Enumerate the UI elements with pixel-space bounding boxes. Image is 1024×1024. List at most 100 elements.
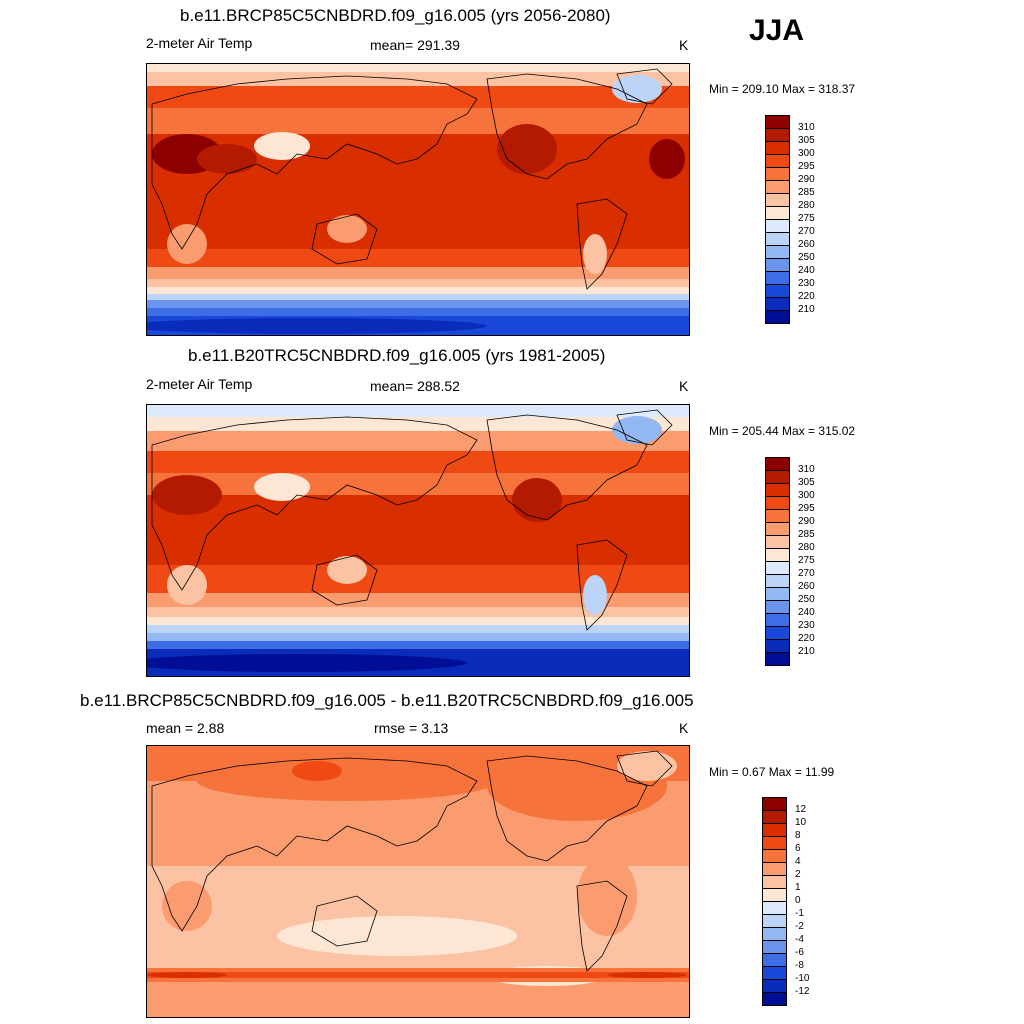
colorbar-swatch	[762, 914, 787, 928]
colorbar-tick-label: 0	[795, 895, 801, 906]
colorbar-tick-label: 250	[798, 252, 815, 263]
colorbar-tick-label: 8	[795, 830, 801, 841]
colorbar-swatch	[765, 154, 790, 168]
colorbar-tick-label: 260	[798, 581, 815, 592]
colorbar-tick-label: 210	[798, 646, 815, 657]
panel3-mean-label: mean = 2.88	[146, 720, 225, 736]
colorbar-swatch	[762, 862, 787, 876]
colorbar-tick-label: 210	[798, 304, 815, 315]
colorbar-swatch	[762, 992, 787, 1006]
colorbar-swatch	[765, 509, 790, 523]
panel1-map	[146, 63, 690, 336]
colorbar-swatch	[765, 232, 790, 246]
colorbar-tick-label: 2	[795, 869, 801, 880]
colorbar-tick-label: -12	[795, 986, 810, 997]
colorbar-tick-label: 12	[795, 804, 807, 815]
colorbar-swatch	[765, 626, 790, 640]
colorbar-tick-label: 230	[798, 620, 815, 631]
colorbar-tick-label: 240	[798, 265, 815, 276]
colorbar-swatch	[765, 297, 790, 311]
colorbar-tick-label: 290	[798, 516, 815, 527]
colorbar-tick-label: 230	[798, 278, 815, 289]
colorbar-swatch	[762, 849, 787, 863]
panel2-title: b.e11.B20TRC5CNBDRD.f09_g16.005 (yrs 198…	[188, 346, 606, 365]
colorbar-swatch	[765, 574, 790, 588]
colorbar-tick-label: 305	[798, 135, 815, 146]
panel2-colorbar: 310 305 300 295 290 285 280 275 270 260 …	[765, 457, 825, 672]
colorbar-tick-label: -6	[795, 947, 804, 958]
colorbar-tick-label: 310	[798, 464, 815, 475]
colorbar-swatch	[765, 639, 790, 653]
colorbar-tick-label: -8	[795, 960, 804, 971]
colorbar-swatch	[765, 470, 790, 484]
panel3-colorbar: 12 10 8 6 4 2 1 0 -1 -2 -4 -6 -8 -10 -12	[762, 797, 822, 1015]
colorbar-tick-label: 285	[798, 187, 815, 198]
panel3-title: b.e11.BRCP85C5CNBDRD.f09_g16.005 - b.e11…	[80, 691, 694, 710]
colorbar-tick-label: 270	[798, 568, 815, 579]
colorbar-swatch	[762, 979, 787, 993]
colorbar-tick-label: -4	[795, 934, 804, 945]
colorbar-tick-label: -2	[795, 921, 804, 932]
colorbar-tick-label: 250	[798, 594, 815, 605]
colorbar-swatch	[765, 128, 790, 142]
colorbar-tick-label: 220	[798, 291, 815, 302]
colorbar-tick-label: 260	[798, 239, 815, 250]
colorbar-swatch	[765, 561, 790, 575]
colorbar-swatch	[762, 810, 787, 824]
colorbar-swatch	[765, 548, 790, 562]
colorbar-swatch	[765, 587, 790, 601]
colorbar-tick-label: 270	[798, 226, 815, 237]
colorbar-tick-label: -1	[795, 908, 804, 919]
colorbar-swatch	[762, 797, 787, 811]
colorbar-swatch	[765, 310, 790, 324]
colorbar-swatch	[765, 496, 790, 510]
colorbar-tick-label: 300	[798, 148, 815, 159]
colorbar-swatch	[762, 823, 787, 837]
panel2-map	[146, 404, 690, 677]
colorbar-tick-label: 6	[795, 843, 801, 854]
panel3-minmax: Min = 0.67 Max = 11.99	[709, 765, 835, 779]
panel1-units: K	[679, 37, 689, 53]
panel2-units: K	[679, 378, 689, 394]
colorbar-tick-label: -10	[795, 973, 810, 984]
colorbar-swatch	[762, 901, 787, 915]
colorbar-tick-label: 10	[795, 817, 807, 828]
colorbar-swatch	[765, 206, 790, 220]
colorbar-swatch	[762, 953, 787, 967]
colorbar-swatch	[765, 115, 790, 129]
colorbar-tick-label: 295	[798, 161, 815, 172]
panel1-title: b.e11.BRCP85C5CNBDRD.f09_g16.005 (yrs 20…	[180, 6, 611, 25]
colorbar-swatch	[762, 940, 787, 954]
panel2-contour-field	[147, 405, 689, 676]
colorbar-tick-label: 300	[798, 490, 815, 501]
colorbar-swatch	[765, 600, 790, 614]
colorbar-swatch	[765, 245, 790, 259]
colorbar-tick-label: 240	[798, 607, 815, 618]
colorbar-tick-label: 290	[798, 174, 815, 185]
colorbar-swatch	[765, 522, 790, 536]
colorbar-tick-label: 275	[798, 555, 815, 566]
panel3-rmse-label: rmse = 3.13	[374, 720, 449, 736]
colorbar-swatch	[765, 271, 790, 285]
panel3-map	[146, 745, 690, 1018]
colorbar-swatch	[762, 875, 787, 889]
colorbar-swatch	[765, 141, 790, 155]
colorbar-tick-label: 275	[798, 213, 815, 224]
panel1-variable-label: 2-meter Air Temp	[146, 35, 253, 51]
colorbar-tick-label: 220	[798, 633, 815, 644]
colorbar-swatch	[765, 180, 790, 194]
colorbar-tick-label: 310	[798, 122, 815, 133]
panel2-minmax: Min = 205.44 Max = 315.02	[709, 424, 856, 438]
colorbar-swatch	[765, 284, 790, 298]
colorbar-tick-label: 285	[798, 529, 815, 540]
colorbar-swatch	[765, 483, 790, 497]
colorbar-swatch	[765, 652, 790, 666]
panel1-mean-label: mean= 291.39	[370, 37, 460, 53]
colorbar-swatch	[762, 927, 787, 941]
colorbar-tick-label: 280	[798, 542, 815, 553]
colorbar-tick-label: 295	[798, 503, 815, 514]
panel2-variable-label: 2-meter Air Temp	[146, 376, 253, 392]
colorbar-swatch	[765, 258, 790, 272]
colorbar-tick-label: 4	[795, 856, 801, 867]
colorbar-swatch	[762, 966, 787, 980]
